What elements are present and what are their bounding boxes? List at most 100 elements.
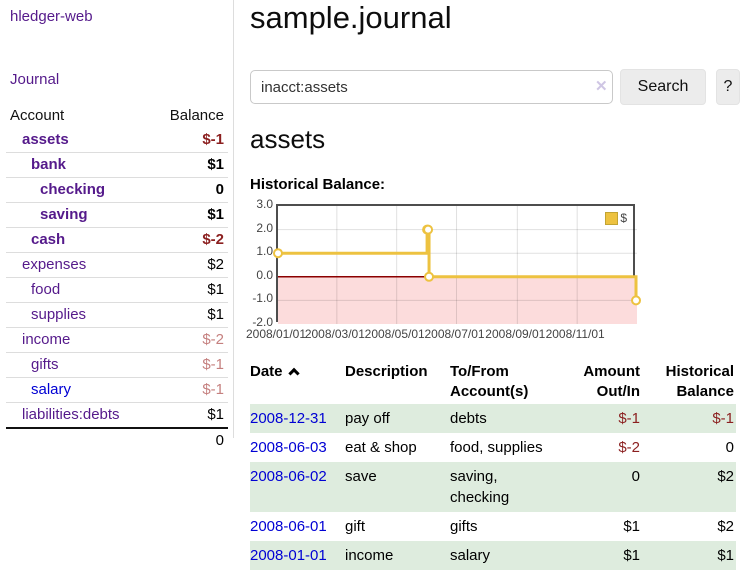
clear-search-icon[interactable]: ✕ [595,78,608,95]
account-row: saving $1 [6,202,228,228]
account-balance: 0 [151,177,228,203]
app-brand-link[interactable]: hledger-web [10,8,93,25]
account-balance: $-1 [151,352,228,378]
account-row: food $1 [6,277,228,303]
search-button[interactable]: Search [620,69,706,105]
x-tick-label: 2008/07/01 [424,327,485,341]
transaction-amount: 0 [631,468,640,485]
transaction-description: eat & shop [345,439,417,456]
account-table-header: Account Balance [6,104,228,128]
transaction-balance: $2 [717,518,734,535]
account-row: assets $-1 [6,128,228,153]
account-balance: $-2 [151,327,228,353]
transaction-amount: $1 [623,547,640,564]
register-rows: 2008-12-31 pay off debts $-1 $-1 2008-06-03 ea… [250,404,736,570]
account-link[interactable]: salary [31,381,72,398]
account-page-heading: assets [250,124,326,154]
transaction-balance: $-1 [712,410,734,427]
table-row: 2008-06-03 eat & shop food, supplies $-2 0 [250,433,736,462]
transaction-accounts: gifts [450,518,478,535]
account-row: expenses $2 [6,252,228,278]
chart-plot-area: $ [273,204,642,324]
chart-canvas [273,206,642,324]
account-link[interactable]: assets [22,131,69,148]
transaction-accounts: saving, checking [450,468,510,506]
y-tick-label: 2.0 [256,220,273,235]
x-tick-label: 2008/03/01 [304,327,365,341]
account-row: salary $-1 [6,377,228,403]
account-link[interactable]: liabilities:debts [22,406,120,423]
account-balance: $1 [151,202,228,228]
account-balance-table: Account Balance assets $-1 bank $1 checking 0… [6,104,228,453]
table-row: 2008-06-02 save saving, checking 0 $2 [250,462,736,512]
x-tick-label: 2008/05/01 [364,327,425,341]
account-link[interactable]: checking [40,181,106,198]
transaction-accounts: food, supplies [450,439,543,456]
historical-balance-chart: $ 3.0 2.0 1.0 0.0 -1.0 -2.0 2008/01/01 2008/03… [246,196,690,346]
table-row: 2008-12-31 pay off debts $-1 $-1 [250,404,736,433]
account-balance: $-2 [151,227,228,253]
account-column-header: Account [10,107,65,124]
transaction-description: save [345,468,377,485]
transaction-date-link[interactable]: 2008-12-31 [250,410,327,427]
account-total-balance: 0 [151,427,228,453]
account-link[interactable]: cash [31,231,66,248]
transaction-date-link[interactable]: 2008-06-02 [250,468,327,485]
account-row: cash $-2 [6,227,228,253]
account-link[interactable]: supplies [31,306,87,323]
legend-swatch-icon [605,211,619,225]
sidebar-item-journal[interactable]: Journal [10,71,60,88]
register-table: Date Description To/From Account(s) Amou… [250,360,736,570]
account-balance: $-1 [202,131,224,148]
account-row: income $-2 [6,327,228,353]
column-header-date[interactable]: Date [250,360,345,404]
register-header-row: Date Description To/From Account(s) Amou… [250,360,736,404]
chart-title: Historical Balance: [250,176,386,193]
transaction-balance: $2 [717,468,734,485]
account-balance: $1 [151,277,228,303]
y-tick-label: -1.0 [252,291,273,306]
transaction-date-link[interactable]: 2008-06-01 [250,518,327,535]
page-title: sample.journal [250,0,452,35]
y-tick-label: 1.0 [256,244,273,259]
account-row: bank $1 [6,152,228,178]
account-balance: $-1 [151,377,228,403]
account-rows: assets $-1 bank $1 checking 0 saving $1 cash $-2 e… [6,128,228,428]
sidebar-divider [233,0,234,438]
account-link[interactable]: saving [40,206,88,223]
account-row: checking 0 [6,177,228,203]
sort-ascending-icon [287,367,300,380]
account-link[interactable]: gifts [31,356,59,373]
x-tick-label: 2008/01/01 [245,327,307,341]
account-balance: $2 [151,252,228,278]
transaction-description: gift [345,518,366,535]
column-header-amount[interactable]: Amount Out/In [583,363,640,400]
table-row: 2008-06-01 gift gifts $1 $2 [250,512,736,541]
transaction-balance: $1 [717,547,734,564]
account-link[interactable]: income [22,331,71,348]
y-tick-label: -2.0 [252,315,273,329]
transaction-amount: $-2 [618,439,640,456]
account-link[interactable]: bank [31,156,67,173]
column-header-description[interactable]: Description [345,363,428,380]
account-link[interactable]: food [31,281,61,298]
transaction-date-link[interactable]: 2008-06-03 [250,439,327,456]
account-balance: $1 [151,302,228,328]
y-tick-label: 3.0 [256,197,273,211]
account-total-row: 0 [6,427,228,453]
transaction-accounts: salary [450,547,491,564]
transaction-amount: $-1 [618,410,640,427]
help-button[interactable]: ? [716,69,740,105]
account-row: liabilities:debts $1 [6,402,228,428]
x-tick-label: 2008/09/01 [485,327,546,341]
account-link[interactable]: expenses [22,256,87,273]
transaction-accounts: debts [450,410,487,427]
column-header-balance[interactable]: Historical Balance [665,363,734,400]
column-header-accounts[interactable]: To/From Account(s) [450,363,529,400]
legend-series-label: $ [620,211,627,225]
chart-legend: $ [603,210,629,226]
x-tick-label: 2008/11/01 [545,327,605,341]
transaction-date-link[interactable]: 2008-01-01 [250,547,327,564]
account-row: supplies $1 [6,302,228,328]
search-input[interactable] [250,70,613,104]
